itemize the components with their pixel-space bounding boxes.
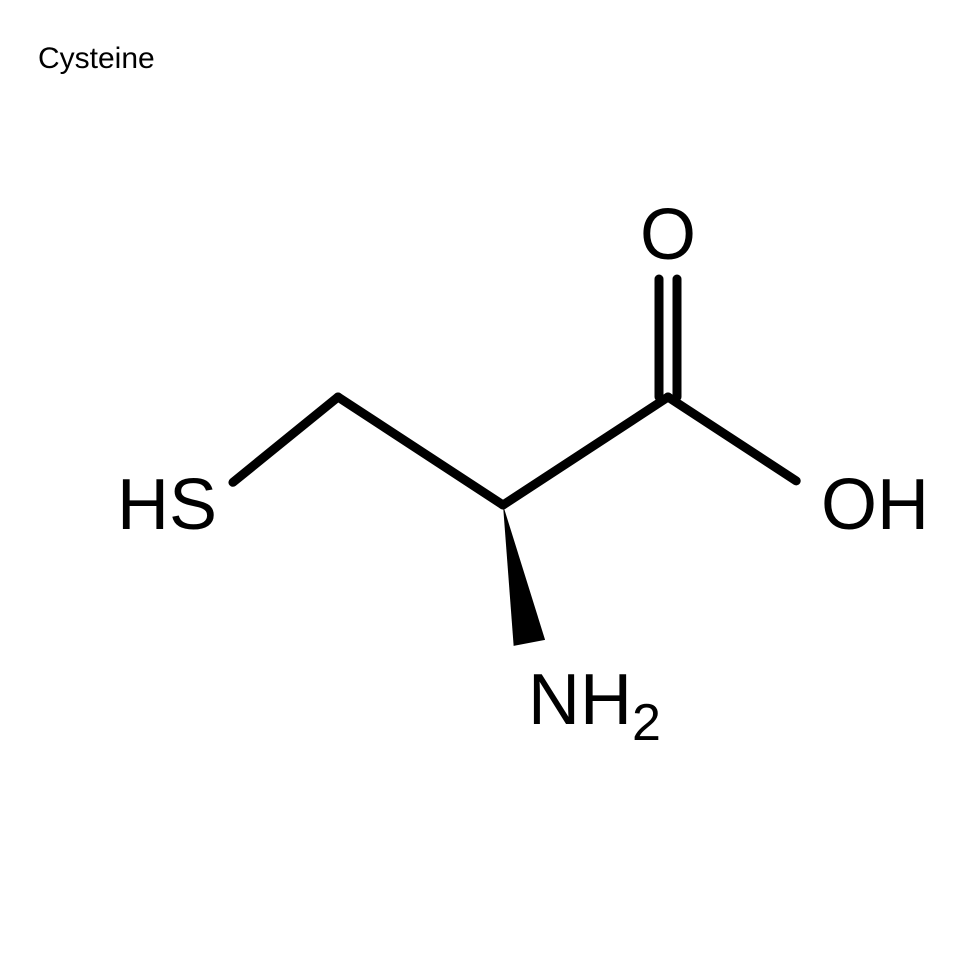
diagram-container: Cysteine HSOOHNH2 xyxy=(0,0,980,980)
atom-label-n: NH2 xyxy=(528,664,661,736)
atom-label-s: HS xyxy=(117,469,217,541)
atom-label-o_oh: OH xyxy=(821,469,929,541)
atom-label-o_dbl: O xyxy=(640,199,696,271)
